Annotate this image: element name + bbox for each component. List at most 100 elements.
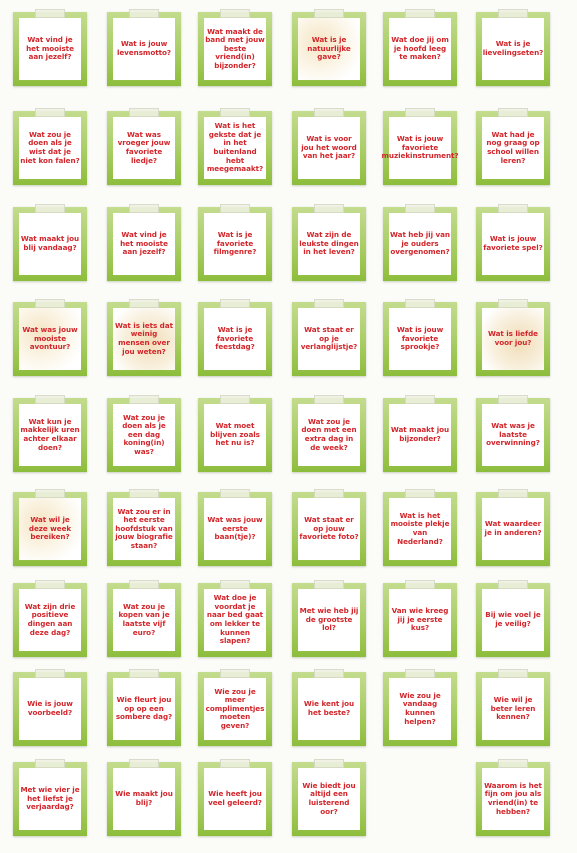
card-text: Met wie vier je het liefst je verjaardag… bbox=[20, 785, 80, 812]
question-card: Wat vind je het mooiste aan jezelf? bbox=[107, 204, 181, 281]
question-card: Wat zijn de leukste dingen in het leven? bbox=[292, 204, 366, 281]
card-text: Wat is het gekste dat je in het buitenla… bbox=[206, 121, 264, 174]
question-card: Wat staat er op jouw favoriete foto? bbox=[292, 489, 366, 566]
card-text: Wat heb jij van je ouders overgenomen? bbox=[390, 230, 450, 257]
card-text: Wat was je laatste overwinning? bbox=[486, 421, 540, 448]
question-card: Wat zou je kopen van je laatste vijf eur… bbox=[107, 580, 181, 657]
card-text: Wat is jouw favoriete muziekinstrument? bbox=[381, 134, 459, 161]
card-text: Wat was jouw eerste baan(tje)? bbox=[207, 515, 263, 542]
question-card: Wat doe jij om je hoofd leeg te maken? bbox=[383, 9, 457, 86]
question-card: Met wie vier je het liefst je verjaardag… bbox=[13, 759, 87, 836]
card-text: Wat is iets dat weinig mensen over jou w… bbox=[115, 320, 173, 356]
card-text: Wat zou je kopen van je laatste vijf eur… bbox=[118, 601, 170, 637]
card-text: Met wie heb jij de grootste lol? bbox=[299, 606, 359, 633]
card-text: Waarom is het fijn om jou als vriend(in)… bbox=[484, 780, 542, 816]
card-text: Wat zijn drie positieve dingen aan deze … bbox=[24, 601, 76, 637]
question-card: Wie maakt jou blij? bbox=[107, 759, 181, 836]
card-text: Wat was vroeger jouw favoriete liedje? bbox=[117, 129, 171, 165]
question-card: Wat kun je makkelijk uren achter elkaar … bbox=[13, 395, 87, 472]
card-text: Wie fleurt jou op op een sombere dag? bbox=[115, 695, 173, 722]
question-card: Waarom is het fijn om jou als vriend(in)… bbox=[476, 759, 550, 836]
question-card: Wat is jouw favoriete spel? bbox=[476, 204, 550, 281]
card-text: Wie heeft jou veel geleerd? bbox=[208, 789, 262, 807]
question-card: Wat is voor jou het woord van het jaar? bbox=[292, 108, 366, 185]
card-text: Wat is je favoriete filmgenre? bbox=[213, 230, 257, 257]
question-card: Wat is jouw favoriete muziekinstrument? bbox=[381, 108, 459, 185]
question-card: Wat is je lievelingseten? bbox=[476, 9, 550, 86]
question-card: Wat was vroeger jouw favoriete liedje? bbox=[107, 108, 181, 185]
question-card: Wat doe je voordat je naar bed gaat om l… bbox=[198, 580, 272, 657]
question-card: Wat maakt de band met jouw beste vriend(… bbox=[198, 9, 272, 86]
question-card: Wat zou je doen als je een dag koning(in… bbox=[107, 395, 181, 472]
question-card: Wat vind je het mooiste aan jezelf? bbox=[13, 9, 87, 86]
question-card: Wat is je natuurlijke gave? bbox=[292, 9, 366, 86]
question-card: Wie biedt jou altijd een luisterend oor? bbox=[292, 759, 366, 836]
question-card: Van wie kreeg jij je eerste kus? bbox=[383, 580, 457, 657]
card-text: Bij wie voel je je veilig? bbox=[485, 610, 541, 628]
question-card: Wat wil je deze week bereiken? bbox=[13, 489, 87, 566]
question-card: Wat maakt jou blij vandaag? bbox=[13, 204, 87, 281]
question-card: Wie zou je meer complimentjes moeten gev… bbox=[198, 669, 272, 746]
card-text: Wat is je lievelingseten? bbox=[482, 39, 544, 57]
card-text: Wat is voor jou het woord van het jaar? bbox=[301, 134, 357, 161]
question-card: Wat zou je doen met een extra dag in de … bbox=[292, 395, 366, 472]
card-text: Wat wil je deze week bereiken? bbox=[28, 515, 72, 542]
question-card: Wat waardeer je in anderen? bbox=[476, 489, 550, 566]
card-text: Wat is je natuurlijke gave? bbox=[307, 35, 351, 62]
card-text: Wie zou je vandaag kunnen helpen? bbox=[399, 690, 441, 726]
question-card: Wie fleurt jou op op een sombere dag? bbox=[107, 669, 181, 746]
question-card: Wat is je favoriete feestdag? bbox=[198, 299, 272, 376]
card-text: Wat maakt jou blij vandaag? bbox=[20, 234, 80, 252]
question-card: Wat is liefde voor jou? bbox=[476, 299, 550, 376]
question-card: Wie is jouw voorbeeld? bbox=[13, 669, 87, 746]
question-card: Wat is jouw levensmotto? bbox=[107, 9, 181, 86]
question-card: Bij wie voel je je veilig? bbox=[476, 580, 550, 657]
question-card: Wat was jouw mooiste avontuur? bbox=[13, 299, 87, 376]
card-text: Wat is liefde voor jou? bbox=[487, 329, 538, 347]
card-text: Wat was jouw mooiste avontuur? bbox=[22, 325, 78, 352]
card-text: Wat staat er op jouw favoriete foto? bbox=[299, 515, 359, 542]
card-text: Wat is het mooiste plekje van Nederland? bbox=[390, 510, 450, 546]
question-card: Wie zou je vandaag kunnen helpen? bbox=[383, 669, 457, 746]
card-text: Wie biedt jou altijd een luisterend oor? bbox=[302, 780, 356, 816]
question-card: Wie heeft jou veel geleerd? bbox=[198, 759, 272, 836]
card-text: Wie kent jou het beste? bbox=[303, 699, 355, 717]
card-text: Wat is jouw favoriete sprookje? bbox=[396, 325, 444, 352]
card-text: Wat maakt de band met jouw beste vriend(… bbox=[205, 26, 265, 70]
card-text: Wat vind je het mooiste aan jezelf? bbox=[120, 230, 168, 257]
card-text: Wat kun je makkelijk uren achter elkaar … bbox=[20, 416, 80, 452]
card-text: Wat had je nog graag op school willen le… bbox=[486, 129, 540, 165]
question-card: Wat was je laatste overwinning? bbox=[476, 395, 550, 472]
card-text: Wat maakt jou bijzonder? bbox=[390, 425, 450, 443]
question-card: Wat is jouw favoriete sprookje? bbox=[383, 299, 457, 376]
card-text: Wat doe je voordat je naar bed gaat om l… bbox=[206, 593, 264, 646]
question-card: Wat is het gekste dat je in het buitenla… bbox=[198, 108, 272, 185]
card-text: Wat staat er op je verlanglijstje? bbox=[300, 325, 358, 352]
card-text: Wat is jouw levensmotto? bbox=[116, 39, 172, 57]
card-text: Wat zijn de leukste dingen in het leven? bbox=[299, 230, 359, 257]
question-card: Wie wil je beter leren kennen? bbox=[476, 669, 550, 746]
card-text: Wie is jouw voorbeeld? bbox=[27, 699, 73, 717]
question-card: Met wie heb jij de grootste lol? bbox=[292, 580, 366, 657]
question-card: Wat is je favoriete filmgenre? bbox=[198, 204, 272, 281]
card-text: Wie wil je beter leren kennen? bbox=[490, 695, 536, 722]
question-card: Wat staat er op je verlanglijstje? bbox=[292, 299, 366, 376]
question-card: Wat had je nog graag op school willen le… bbox=[476, 108, 550, 185]
question-card: Wie kent jou het beste? bbox=[292, 669, 366, 746]
question-card: Wat zijn drie positieve dingen aan deze … bbox=[13, 580, 87, 657]
card-text: Wat is je favoriete feestdag? bbox=[215, 325, 255, 352]
question-card: Wat zou je doen als je wist dat je niet … bbox=[13, 108, 87, 185]
card-text: Wat is jouw favoriete spel? bbox=[483, 234, 543, 252]
card-text: Wat zou je doen als je een dag koning(in… bbox=[122, 412, 166, 456]
card-text: Wie maakt jou blij? bbox=[115, 789, 173, 807]
question-card: Wat was jouw eerste baan(tje)? bbox=[198, 489, 272, 566]
question-card: Wat is iets dat weinig mensen over jou w… bbox=[107, 299, 181, 376]
card-text: Wat doe jij om je hoofd leeg te maken? bbox=[391, 35, 449, 62]
card-text: Wie zou je meer complimentjes moeten gev… bbox=[205, 686, 265, 730]
card-text: Wat vind je het mooiste aan jezelf? bbox=[26, 35, 74, 62]
card-text: Van wie kreeg jij je eerste kus? bbox=[391, 606, 449, 633]
card-text: Wat moet blijven zoals het nu is? bbox=[210, 421, 260, 448]
card-text: Wat zou je doen met een extra dag in de … bbox=[301, 416, 357, 452]
question-card: Wat heb jij van je ouders overgenomen? bbox=[383, 204, 457, 281]
